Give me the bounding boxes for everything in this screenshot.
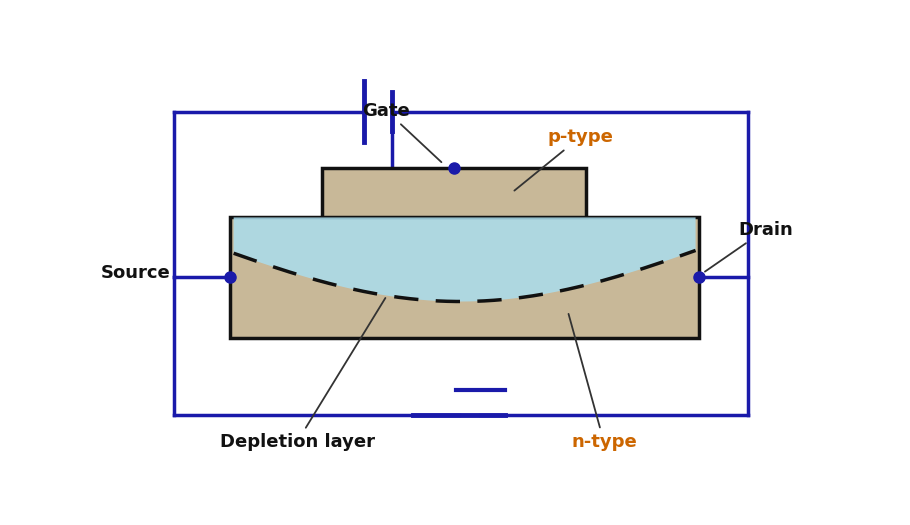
- Text: n-type: n-type: [569, 314, 637, 451]
- Polygon shape: [234, 217, 695, 301]
- Text: p-type: p-type: [514, 128, 613, 191]
- Text: Depletion layer: Depletion layer: [219, 298, 386, 451]
- Text: Source: Source: [100, 264, 170, 282]
- Text: Drain: Drain: [705, 221, 793, 271]
- Bar: [322, 168, 586, 217]
- Bar: [230, 217, 699, 338]
- Text: Gate: Gate: [362, 102, 441, 162]
